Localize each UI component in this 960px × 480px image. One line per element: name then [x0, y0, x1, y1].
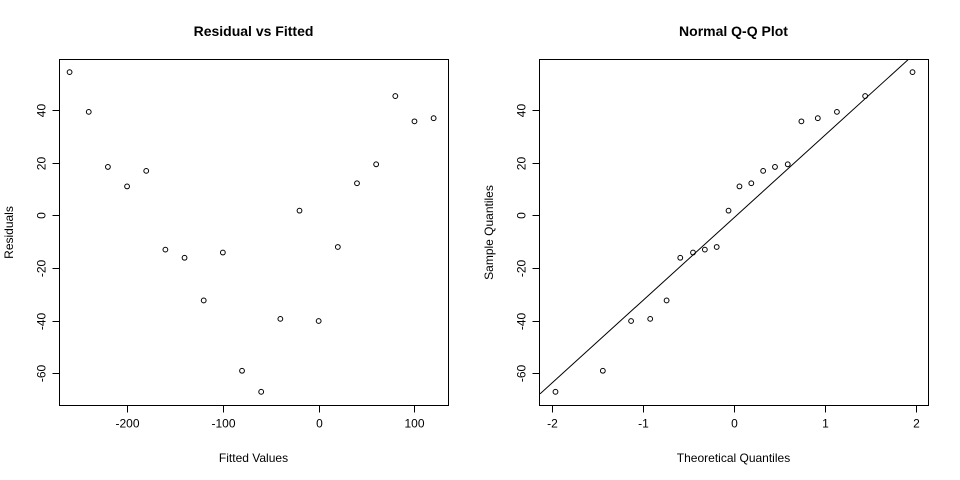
data-point	[258, 388, 265, 395]
data-point	[725, 207, 732, 214]
data-point	[628, 318, 634, 324]
data-point	[200, 297, 207, 304]
data-point	[862, 93, 869, 99]
data-point	[373, 161, 380, 168]
y-tick-label: 40	[515, 104, 529, 118]
plot-frame	[59, 59, 449, 406]
data-point	[334, 244, 341, 250]
data-points	[66, 69, 437, 395]
y-tick-label: -20	[515, 260, 529, 278]
data-point	[239, 367, 245, 374]
data-point	[909, 69, 916, 76]
data-point	[552, 388, 559, 395]
data-point	[181, 254, 188, 261]
data-point	[162, 246, 169, 253]
data-point	[315, 318, 322, 324]
x-axis-ticks: -2 -1 0 1 2	[547, 405, 920, 431]
chart-title: Residual vs Fitted	[194, 23, 314, 39]
x-tick-label: -100	[211, 417, 235, 431]
y-axis-ticks: -60 -40 -20 0 20 40	[35, 104, 60, 383]
data-point	[736, 183, 743, 190]
data-point	[784, 161, 791, 168]
data-point	[430, 115, 437, 122]
data-point	[392, 93, 399, 99]
x-tick-label: 1	[822, 417, 829, 431]
data-point	[677, 254, 684, 261]
qq-reference-line	[540, 60, 909, 395]
x-tick-label: 0	[316, 417, 323, 431]
data-point	[701, 246, 708, 253]
y-tick-label: -60	[35, 365, 49, 383]
y-tick-label: 0	[515, 212, 529, 219]
x-tick-label: -1	[638, 417, 649, 431]
data-point	[143, 167, 150, 174]
y-tick-label: 20	[35, 157, 49, 171]
data-points	[552, 69, 916, 395]
y-tick-label: -60	[515, 365, 529, 383]
data-point	[834, 108, 840, 115]
data-point	[760, 167, 767, 174]
data-point	[599, 367, 606, 374]
x-tick-label: 100	[404, 417, 424, 431]
y-axis-ticks: -60 -40 -20 0 20 40	[515, 104, 540, 383]
data-point	[690, 249, 696, 256]
y-tick-label: 20	[515, 157, 529, 171]
data-point	[772, 164, 778, 170]
x-axis-label: Theoretical Quantiles	[677, 451, 790, 465]
data-point	[647, 315, 654, 322]
x-tick-label: -200	[115, 417, 139, 431]
data-point	[219, 249, 226, 256]
data-point	[66, 69, 73, 76]
data-point	[798, 118, 805, 125]
y-tick-label: -40	[35, 313, 49, 331]
data-point	[354, 180, 360, 187]
data-point	[814, 115, 821, 122]
y-tick-label: -40	[515, 313, 529, 331]
x-tick-label: -2	[547, 417, 558, 431]
y-tick-label: -20	[35, 260, 49, 278]
x-axis-label: Fitted Values	[219, 451, 288, 465]
y-axis-label: Residuals	[2, 206, 16, 259]
data-point	[105, 164, 111, 170]
y-axis-label: Sample Quantiles	[482, 185, 496, 280]
data-point	[124, 183, 130, 190]
reference-line-group	[540, 60, 909, 395]
chart-title: Normal Q-Q Plot	[679, 23, 788, 39]
data-point	[85, 108, 92, 115]
data-point	[411, 118, 418, 125]
data-point	[663, 297, 670, 304]
x-tick-label: 2	[913, 417, 920, 431]
data-point	[748, 180, 755, 187]
y-tick-label: 40	[35, 104, 49, 118]
data-point	[277, 315, 284, 322]
data-point	[713, 244, 720, 250]
x-tick-label: 0	[731, 417, 738, 431]
x-axis-ticks: -200 -100 0 100	[115, 405, 425, 431]
residual-vs-fitted-panel: Residual vs Fitted Fitted Values Residua…	[2, 23, 449, 465]
data-point	[296, 207, 303, 214]
y-tick-label: 0	[35, 212, 49, 219]
plot-frame	[539, 59, 929, 406]
normal-qq-panel: Normal Q-Q Plot Theoretical Quantiles Sa…	[482, 23, 929, 465]
